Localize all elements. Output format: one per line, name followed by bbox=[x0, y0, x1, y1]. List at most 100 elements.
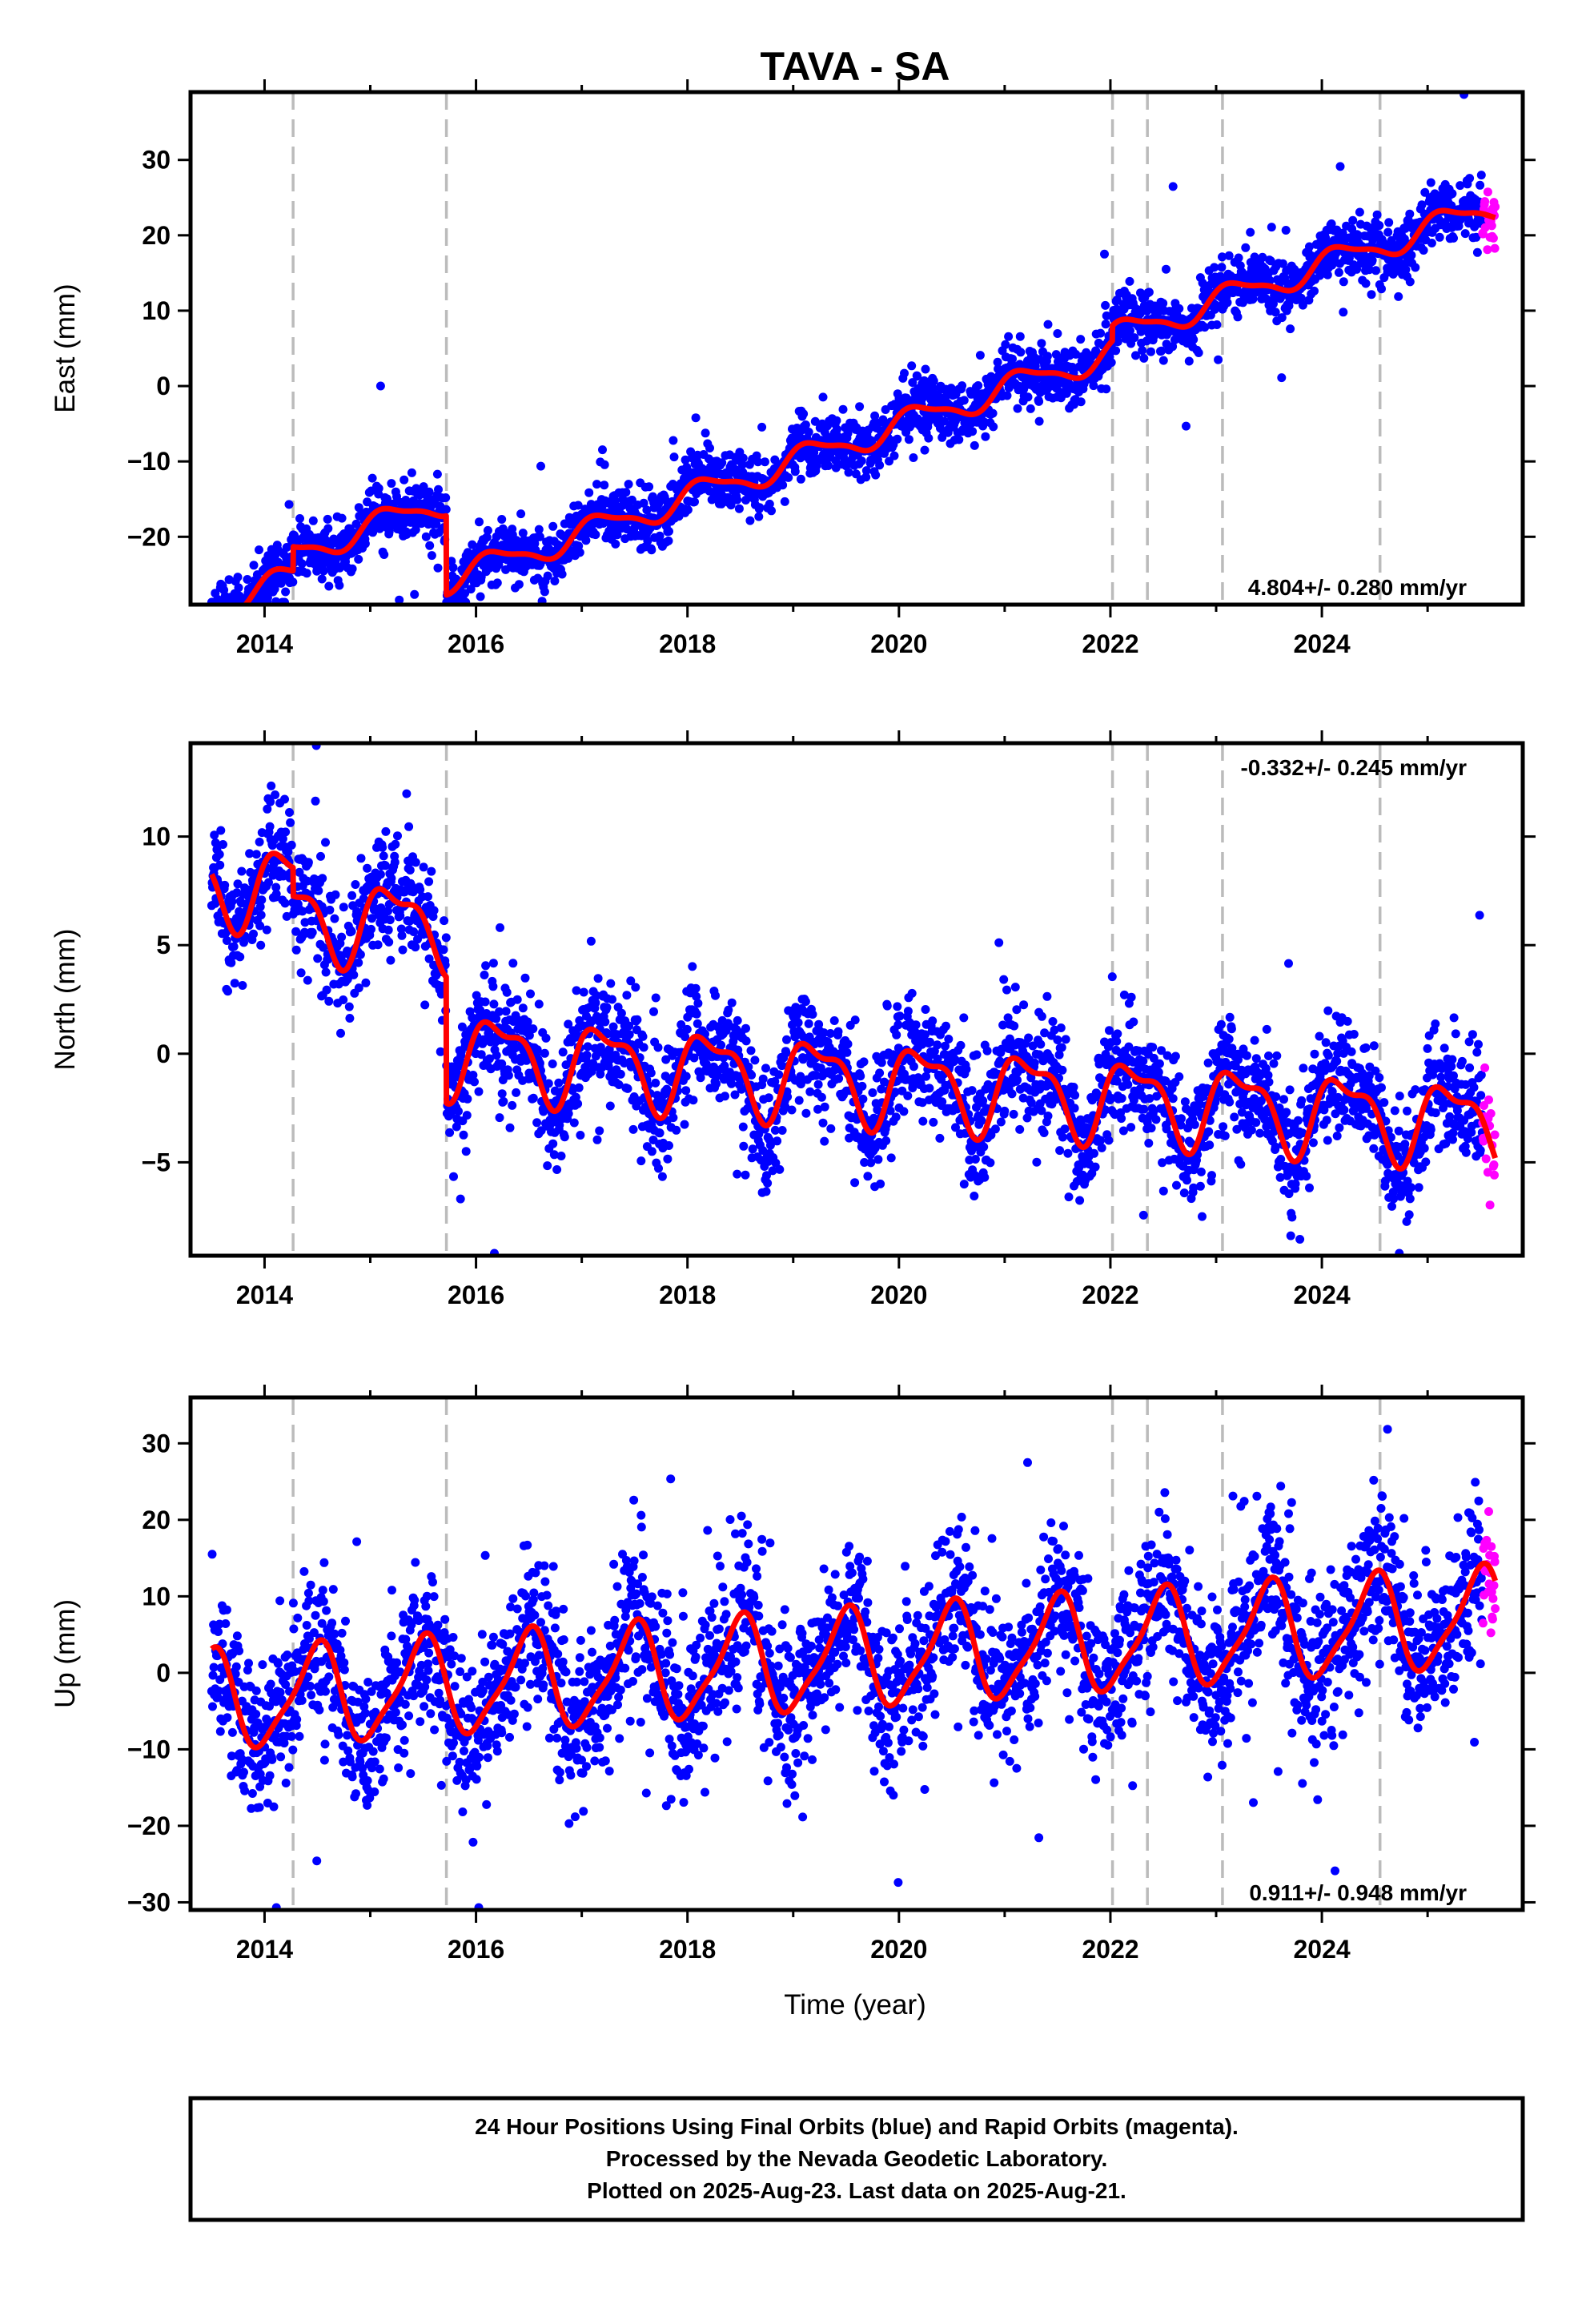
final-point-north-168 bbox=[280, 794, 289, 804]
final-point-north-53 bbox=[230, 979, 239, 988]
x-tick-label-east-2022: 2022 bbox=[1082, 629, 1138, 658]
final-point-north-754 bbox=[534, 999, 544, 1009]
final-point-north-1378 bbox=[805, 1087, 815, 1096]
final-point-north-535 bbox=[440, 916, 449, 926]
final-point-north-1540 bbox=[876, 1179, 885, 1188]
final-point-north-114 bbox=[256, 911, 266, 920]
final-point-north-401 bbox=[381, 826, 391, 836]
final-point-east-1224 bbox=[738, 453, 748, 463]
final-point-east-354 bbox=[360, 539, 370, 549]
final-point-north-962 bbox=[624, 1030, 634, 1039]
final-point-east-717 bbox=[518, 529, 528, 538]
final-point-east-385 bbox=[374, 484, 383, 493]
final-point-north-588 bbox=[462, 1111, 472, 1120]
final-point-north-512 bbox=[429, 906, 439, 915]
final-point-north-1063 bbox=[669, 1113, 678, 1123]
final-point-north-1855 bbox=[1013, 1076, 1022, 1085]
final-point-east-2709 bbox=[1383, 227, 1393, 237]
final-point-north-1022 bbox=[651, 1078, 661, 1088]
final-point-north-692 bbox=[508, 1100, 517, 1110]
final-point-north-1032 bbox=[655, 1128, 665, 1138]
final-point-north-317 bbox=[344, 1002, 354, 1011]
final-point-north-1831 bbox=[1002, 985, 1011, 995]
final-point-north-1895 bbox=[1030, 1058, 1039, 1068]
final-point-north-304 bbox=[339, 903, 348, 912]
final-point-north-1682 bbox=[938, 1097, 947, 1107]
final-point-north-195 bbox=[291, 945, 301, 955]
final-point-east-203 bbox=[295, 514, 304, 523]
final-point-east-300 bbox=[337, 513, 347, 523]
east-panel: 2014 2016 2018 2020 2022 2024−20−100102030Eas… bbox=[50, 79, 1536, 658]
final-point-east-2047 bbox=[1096, 328, 1106, 338]
final-point-east-314 bbox=[343, 532, 353, 541]
final-point-east-2228 bbox=[1174, 304, 1184, 313]
final-point-north-1697 bbox=[944, 1035, 954, 1043]
data-points-east bbox=[207, 92, 1500, 605]
final-point-east-1832 bbox=[1002, 391, 1012, 400]
final-point-east-2002 bbox=[1076, 397, 1086, 407]
final-point-east-905 bbox=[600, 460, 609, 469]
final-point-east-2759 bbox=[1405, 209, 1415, 219]
final-point-north-1120 bbox=[693, 999, 703, 1008]
final-point-north-631 bbox=[481, 961, 491, 971]
final-point-east-2058 bbox=[1101, 300, 1110, 310]
final-point-north-285 bbox=[331, 890, 340, 899]
final-point-east-2897 bbox=[1465, 174, 1475, 183]
final-point-north-1277 bbox=[761, 1187, 771, 1196]
final-point-east-1408 bbox=[818, 392, 828, 402]
final-point-north-1594 bbox=[899, 1107, 909, 1116]
final-point-east-414 bbox=[387, 479, 396, 489]
final-point-north-1565 bbox=[886, 1153, 896, 1163]
final-point-north-263 bbox=[321, 967, 331, 977]
final-point-north-1958 bbox=[1057, 1043, 1066, 1052]
final-point-east-616 bbox=[475, 517, 484, 527]
final-point-north-1953 bbox=[1055, 1146, 1065, 1156]
final-point-north-1644 bbox=[921, 1005, 930, 1014]
final-point-east-2214 bbox=[1168, 182, 1178, 191]
final-point-north-1029 bbox=[654, 1164, 663, 1173]
final-point-north-1965 bbox=[1060, 1124, 1070, 1134]
final-point-north-1368 bbox=[801, 997, 810, 1007]
final-point-north-1733 bbox=[959, 1180, 969, 1189]
x-tick-label-east-2016: 2016 bbox=[448, 629, 504, 658]
y-tick-label-east-20: 20 bbox=[142, 221, 171, 250]
final-point-north-1870 bbox=[1019, 1000, 1029, 1010]
final-point-east-848 bbox=[575, 548, 584, 557]
final-point-east-1752 bbox=[968, 427, 978, 436]
final-point-north-1426 bbox=[826, 1124, 836, 1133]
final-point-east-2381 bbox=[1241, 243, 1251, 252]
final-point-east-338 bbox=[354, 554, 363, 564]
final-point-east-1728 bbox=[958, 381, 967, 391]
final-point-north-440 bbox=[398, 945, 408, 955]
final-point-east-904 bbox=[600, 480, 609, 490]
final-point-north-1851 bbox=[1010, 983, 1020, 992]
final-point-north-1038 bbox=[657, 1172, 667, 1181]
final-point-north-396 bbox=[379, 851, 388, 861]
final-point-north-1242 bbox=[746, 1046, 756, 1055]
final-point-north-270 bbox=[324, 996, 334, 1006]
final-point-east-1721 bbox=[954, 435, 964, 444]
final-point-north-649 bbox=[488, 959, 498, 968]
final-point-north-1162 bbox=[712, 1079, 721, 1088]
final-point-north-338 bbox=[354, 958, 363, 967]
y-tick-label-east-10: 10 bbox=[142, 296, 171, 325]
final-point-east-294 bbox=[335, 581, 344, 590]
x-tick-label-east-2024: 2024 bbox=[1293, 629, 1350, 658]
final-point-north-1776 bbox=[978, 1096, 988, 1105]
final-point-east-1911 bbox=[1037, 339, 1046, 348]
final-point-east-97 bbox=[249, 561, 259, 570]
final-point-east-370 bbox=[367, 473, 377, 483]
final-point-north-327 bbox=[349, 970, 359, 979]
final-point-north-919 bbox=[606, 979, 616, 988]
final-point-north-704 bbox=[512, 995, 522, 1004]
final-point-east-234 bbox=[308, 516, 318, 525]
final-point-east-2339 bbox=[1223, 298, 1232, 308]
final-point-north-1617 bbox=[909, 1062, 918, 1072]
final-point-east-1492 bbox=[855, 402, 865, 412]
final-point-east-1644 bbox=[921, 364, 930, 374]
final-point-north-1283 bbox=[764, 1093, 773, 1103]
final-point-east-109 bbox=[255, 545, 263, 555]
final-point-east-756 bbox=[535, 532, 544, 541]
final-point-east-2315 bbox=[1212, 320, 1222, 329]
final-point-north-1538 bbox=[875, 1068, 885, 1078]
